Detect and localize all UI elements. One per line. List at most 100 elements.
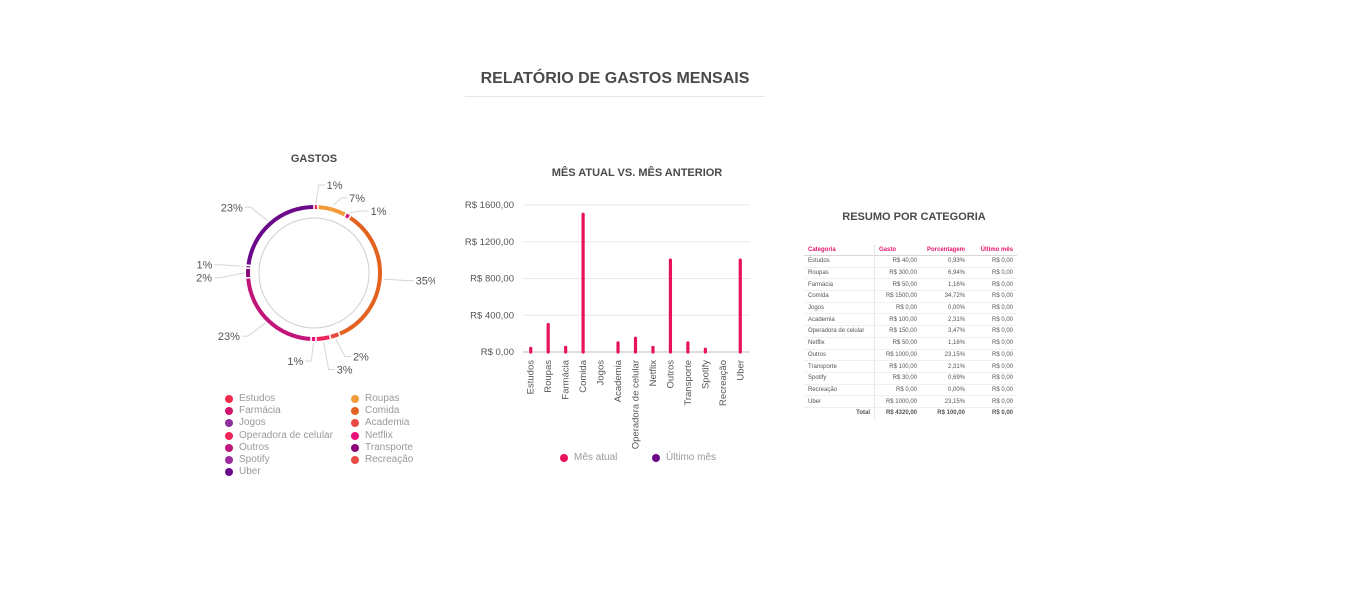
- table-cell: R$ 0,00: [969, 349, 1017, 362]
- table-cell: R$ 0,00: [969, 302, 1017, 315]
- legend-label: Uber: [239, 466, 261, 478]
- donut-slice-label: 35%: [416, 276, 435, 288]
- donut-slice-comida: [339, 216, 382, 336]
- donut-leader-line: [305, 342, 314, 362]
- table-cell: Farmácia: [804, 278, 875, 292]
- donut-slice-label: 3%: [337, 365, 353, 377]
- table-row: Farmácia R$ 50,00 1,16% R$ 0,00: [804, 278, 1017, 292]
- donut-slice-label: 2%: [196, 273, 212, 285]
- legend-dot: [652, 454, 660, 462]
- table-cell: 23,15%: [921, 349, 969, 362]
- y-tick-label: R$ 1600,00: [465, 200, 514, 211]
- donut-slice-label: 23%: [218, 331, 240, 343]
- table-cell: 0,00%: [921, 302, 969, 315]
- donut-leader-line: [335, 339, 351, 358]
- donut-slice-uber: [246, 205, 314, 265]
- table-cell: Recreação: [804, 384, 875, 397]
- table-row: Roupas R$ 300,00 6,94% R$ 0,00: [804, 267, 1017, 280]
- legend-label: Operadora de celular: [239, 429, 333, 441]
- donut-leader-line: [214, 264, 245, 267]
- table-cell: R$ 30,00: [874, 372, 921, 385]
- table-cell: R$ 0,00: [969, 337, 1017, 350]
- legend-label: Comida: [365, 405, 400, 417]
- x-tick-label: Netflix: [648, 360, 659, 387]
- donut-leader-line: [323, 342, 335, 371]
- table-cell: R$ 0,00: [969, 395, 1017, 408]
- legend-dot: [351, 443, 359, 452]
- legend-label: Netflix: [365, 429, 393, 441]
- legend-dot: [225, 407, 233, 416]
- table-cell: Estudos: [804, 255, 875, 268]
- donut-slice-label: 1%: [287, 356, 303, 368]
- legend-dot: [225, 456, 233, 464]
- donut-leader-line: [332, 197, 348, 207]
- table-cell: R$ 0,00: [874, 384, 921, 397]
- legend-dot: [225, 431, 233, 440]
- table-cell: R$ 0,00: [969, 313, 1017, 327]
- table-cell: R$ 300,00: [874, 267, 921, 280]
- table-row: Comida R$ 1500,00 34,72% R$ 0,00: [804, 290, 1017, 303]
- table-cell: R$ 50,00: [874, 337, 921, 350]
- table-cell: 0,69%: [921, 372, 969, 385]
- table-cell: 6,94%: [921, 267, 969, 280]
- x-tick-label: Academia: [613, 359, 624, 402]
- y-tick-label: R$ 0,00: [481, 347, 514, 358]
- table-total-row: Total R$ 4320,00 R$ 100,00 R$ 0,00: [804, 407, 1017, 419]
- table-cell: Academia: [804, 313, 875, 327]
- table-cell: R$ 50,00: [874, 278, 921, 292]
- table-cell: Netflix: [804, 337, 875, 350]
- donut-inner-ring: [258, 217, 370, 329]
- donut-leader-line: [383, 278, 414, 282]
- x-tick-label: Estudos: [526, 360, 537, 395]
- donut-slice-operadora-de-celular: [316, 335, 330, 341]
- summary-table: Categoria Gasto Porcentagem Último mês Estu…: [804, 244, 1017, 419]
- table-row: Netflix R$ 50,00 1,16% R$ 0,00: [804, 337, 1017, 350]
- table-cell: Outros: [804, 349, 875, 362]
- legend-dot: [225, 443, 233, 452]
- column-header: Porcentagem: [921, 244, 969, 256]
- legend-dot: [225, 468, 233, 477]
- bar-chart-title: MÊS ATUAL VS. MÊS ANTERIOR: [551, 167, 723, 179]
- table-cell: R$ 0,00: [991, 410, 1013, 417]
- table-header-row: Categoria Gasto Porcentagem Último mês: [804, 244, 1017, 256]
- table-cell: Uber: [804, 395, 875, 408]
- donut-leader-line: [241, 322, 266, 337]
- y-tick-label: R$ 1200,00: [465, 237, 514, 248]
- x-tick-label: Uber: [735, 360, 746, 381]
- column-header: Categoria: [804, 244, 875, 256]
- table-cell: Comida: [804, 290, 875, 303]
- x-tick-label: Roupas: [543, 360, 554, 393]
- table-cell: R$ 4320,00: [885, 410, 917, 417]
- legend-label: Transporte: [365, 441, 413, 453]
- table-cell: R$ 0,00: [969, 360, 1017, 373]
- x-tick-label: Farmácia: [561, 359, 572, 399]
- donut-slice-academia: [330, 332, 340, 339]
- donut-slice-label: 2%: [353, 352, 369, 364]
- table-row: Spotify R$ 30,00 0,69% R$ 0,00: [804, 372, 1017, 385]
- table-cell: R$ 1000,00: [874, 395, 921, 408]
- legend-dot: [351, 395, 359, 403]
- bar-legend: Mês atual Último mês: [555, 452, 755, 466]
- table-row: Uber R$ 1000,00 23,15% R$ 0,00: [804, 395, 1017, 408]
- donut-slice-roupas: [318, 205, 346, 217]
- column-header: Gasto: [874, 244, 921, 256]
- donut-slice-outros: [246, 278, 311, 341]
- x-tick-label: Operadora de celular: [631, 360, 642, 449]
- legend-label: Jogos: [239, 417, 266, 429]
- table-cell: R$ 0,00: [969, 278, 1017, 292]
- donut-slice-label: 1%: [327, 180, 343, 192]
- table-cell: Operadora de celular: [804, 325, 875, 338]
- x-tick-label: Recreação: [718, 360, 729, 406]
- x-tick-label: Outros: [665, 360, 676, 389]
- donut-slice-label: 7%: [349, 193, 365, 205]
- table-cell: R$ 1000,00: [874, 349, 921, 362]
- donut-slice-label: 1%: [197, 260, 213, 272]
- table-cell: R$ 0,00: [874, 302, 921, 315]
- legend-dot: [225, 395, 233, 403]
- legend-label: Último mês: [666, 452, 717, 463]
- table-cell: Jogos: [804, 302, 875, 315]
- donut-leader-line: [349, 210, 369, 214]
- table-cell: R$ 0,00: [969, 325, 1017, 338]
- x-tick-label: Jogos: [596, 360, 607, 386]
- table-cell: 0,00%: [921, 384, 969, 397]
